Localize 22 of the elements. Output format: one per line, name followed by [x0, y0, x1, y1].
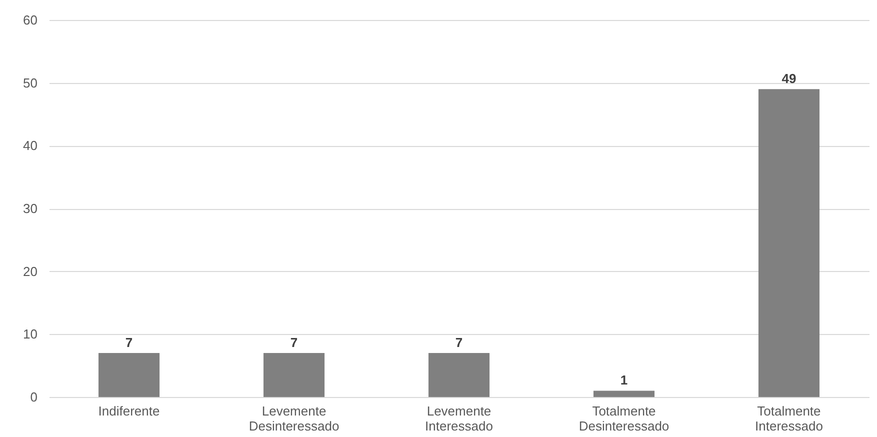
data-label: 7	[290, 335, 298, 350]
data-label: 7	[455, 335, 463, 350]
y-tick-label: 30	[23, 201, 38, 216]
bar	[428, 353, 490, 397]
y-tick-label: 50	[23, 75, 38, 90]
bar	[98, 353, 160, 397]
y-tick-label: 0	[30, 390, 38, 404]
data-label: 1	[620, 372, 628, 388]
y-tick-label: 60	[23, 12, 38, 28]
x-tick-label: Totalmente Interessado	[755, 404, 823, 434]
data-label: 7	[125, 335, 133, 350]
x-tick-label: Totalmente Desinteressado	[578, 404, 670, 434]
y-tick-label: 10	[23, 326, 38, 342]
bar	[263, 353, 325, 397]
x-tick-label: Levemente Desinteressado	[248, 404, 340, 434]
y-tick-label: 40	[23, 138, 38, 154]
bar	[593, 390, 655, 397]
x-tick-label: Indiferente	[98, 404, 160, 418]
bar	[758, 89, 820, 397]
data-label: 49	[782, 71, 796, 86]
x-tick-label: Levemente Interessado	[425, 404, 493, 434]
y-tick-label: 20	[23, 264, 38, 279]
